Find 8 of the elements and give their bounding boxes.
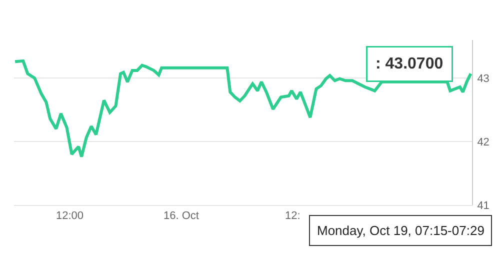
- x-tick-label: 12:00: [56, 210, 84, 222]
- annotation: : 43.0700: [376, 56, 444, 72]
- x-tick-label: 16. Oct: [163, 210, 199, 222]
- text: Monday, Oct 19, 07:15-07:29: [317, 223, 484, 238]
- y-tick-label: 42: [477, 136, 490, 148]
- x-tick-label: 12:: [285, 210, 300, 222]
- y-tick-label: 43: [477, 72, 490, 85]
- y-tick-label: 41: [477, 200, 490, 212]
